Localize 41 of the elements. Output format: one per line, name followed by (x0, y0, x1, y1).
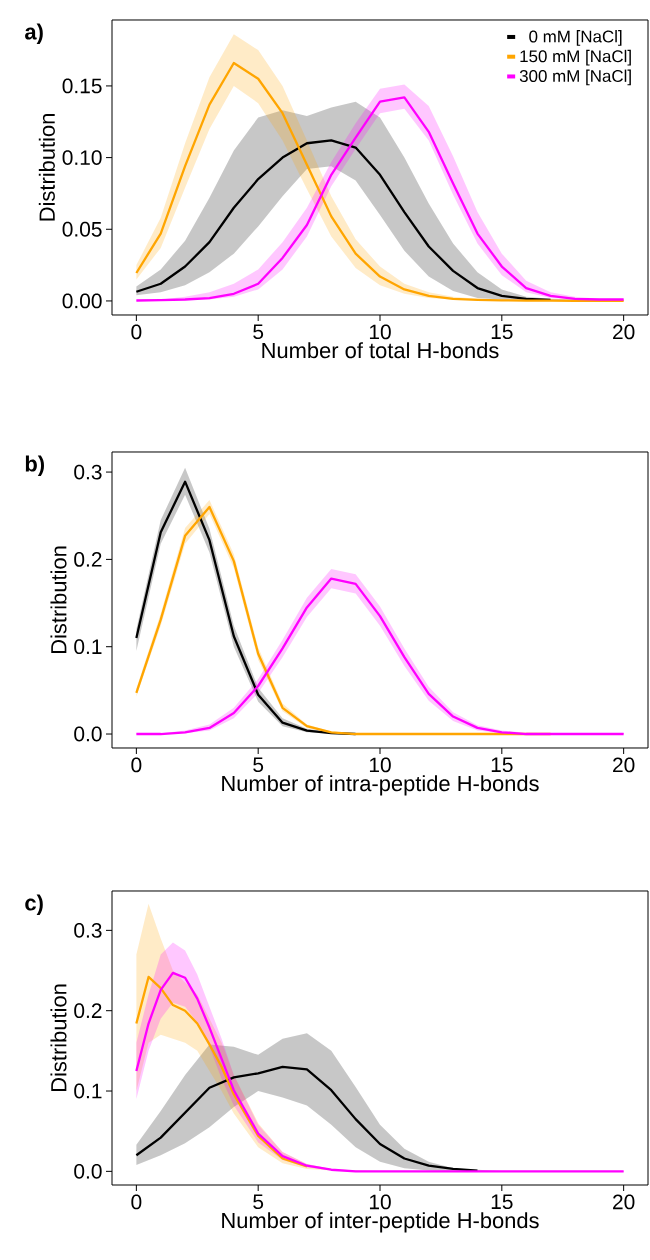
y-tick-label: 0.2 (74, 1003, 102, 1019)
chart-title: b) (25, 455, 44, 476)
x-tick-label: 15 (491, 757, 513, 773)
y-tick-label: 0.3 (74, 922, 102, 938)
x-tick-label: 0 (131, 324, 142, 340)
x-tick-label: 5 (253, 1194, 264, 1210)
x-tick-label: 10 (369, 1194, 391, 1210)
legend-label: 0 mM [NaCl] (529, 30, 622, 46)
x-tick-label: 15 (491, 1194, 513, 1210)
y-tick-label: 0.2 (74, 551, 102, 567)
x-axis-title: Number of total H-bonds (262, 342, 499, 359)
x-tick-label: 20 (613, 324, 635, 340)
x-tick-label: 15 (491, 324, 513, 340)
y-tick-label: 0.00 (62, 293, 102, 309)
chart-title: a) (25, 23, 43, 44)
y-axis-title: Distribution (38, 114, 55, 221)
y-tick-label: 0.0 (74, 1163, 102, 1179)
chart-title: c) (25, 894, 43, 915)
line-series (135, 139, 552, 301)
legend-label: 300 mM [NaCl] (519, 69, 631, 86)
y-tick-label: 0.3 (74, 464, 102, 480)
x-tick-label: 20 (613, 1194, 635, 1210)
y-tick-label: 0.1 (74, 1083, 102, 1099)
y-tick-label: 0.1 (74, 639, 102, 655)
x-tick-label: 5 (253, 757, 264, 773)
y-axis-title: Distribution (50, 984, 67, 1092)
x-tick-label: 10 (369, 757, 391, 773)
x-axis-title: Number of intra-peptide H-bonds (222, 775, 539, 796)
line-series (135, 975, 309, 1168)
legend-label: 150 mM [NaCl] (520, 49, 631, 66)
y-tick-label: 0.0 (74, 726, 102, 742)
x-tick-label: 20 (613, 757, 635, 773)
x-axis-title: Number of inter-peptide H-bonds (222, 1212, 539, 1233)
x-tick-label: 0 (131, 757, 142, 773)
y-tick-label: 0.10 (62, 150, 102, 165)
y-axis-title: Distribution (50, 546, 67, 654)
x-tick-label: 0 (131, 1194, 142, 1210)
y-tick-label: 0.05 (62, 221, 102, 237)
y-tick-label: 0.15 (62, 78, 102, 94)
x-tick-label: 5 (253, 324, 264, 340)
x-tick-label: 10 (369, 324, 391, 340)
